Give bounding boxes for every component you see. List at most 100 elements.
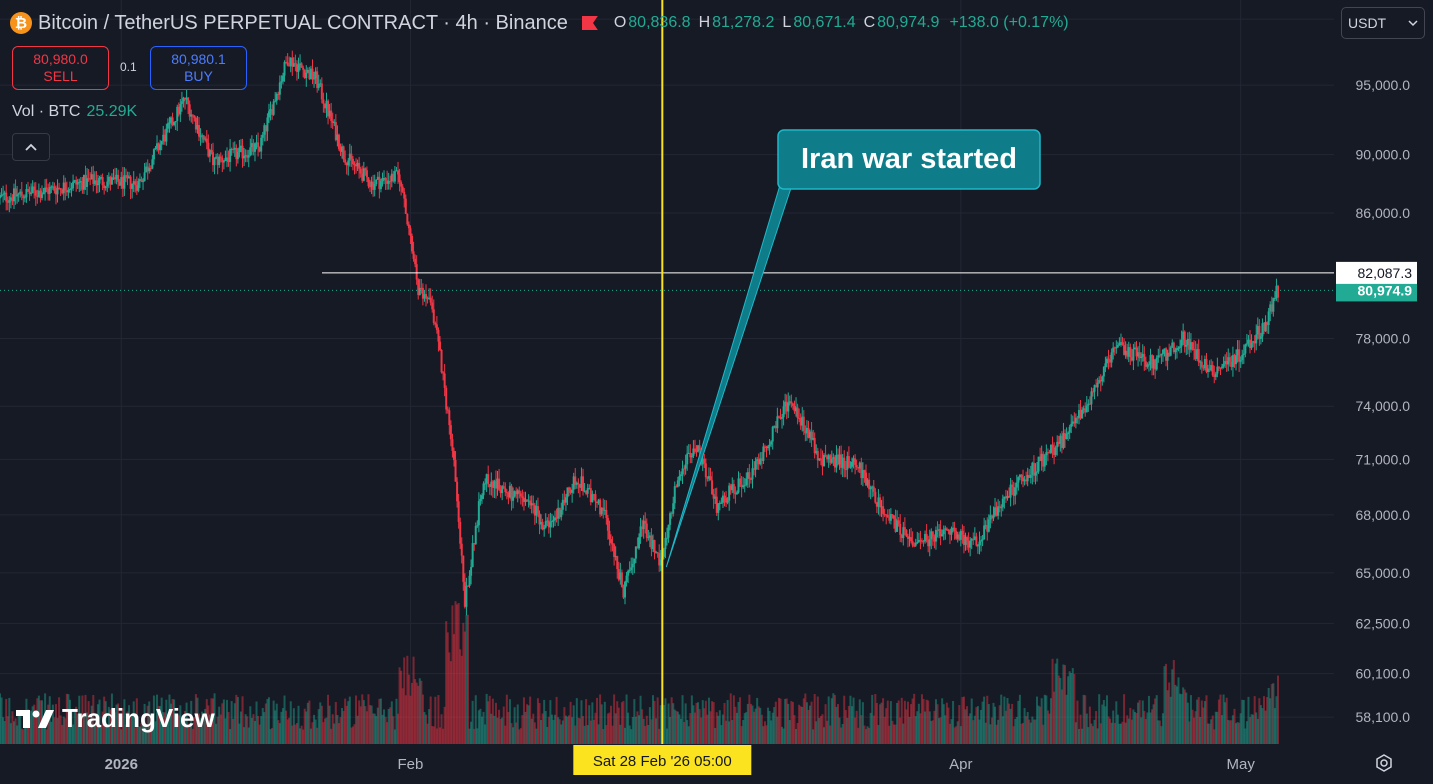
- candle-body: [1036, 471, 1039, 473]
- candle-body: [67, 189, 70, 193]
- candle-body: [1155, 357, 1158, 370]
- flag-icon[interactable]: [581, 16, 598, 30]
- volume-bar: [418, 678, 421, 744]
- collapse-legend-button[interactable]: [12, 133, 50, 161]
- candle-body: [533, 505, 536, 516]
- candle-body: [246, 155, 249, 158]
- candle-body: [281, 75, 284, 82]
- volume-bar: [1098, 694, 1101, 744]
- candle-body: [215, 156, 218, 158]
- candle-body: [673, 486, 676, 504]
- volume-bar: [348, 696, 351, 744]
- candle-body: [731, 483, 734, 491]
- price-tick-label: 65,000.0: [1356, 565, 1411, 581]
- volume-bar: [1081, 728, 1084, 744]
- currency-select[interactable]: USDT: [1341, 7, 1425, 39]
- volume-bar: [166, 713, 169, 744]
- volume-bar: [972, 720, 975, 744]
- candle-body: [415, 264, 418, 280]
- candle-body: [706, 477, 709, 479]
- volume-bar: [558, 719, 561, 744]
- chevron-down-icon: [1408, 20, 1418, 27]
- candle-body: [679, 474, 682, 477]
- volume-bar: [1208, 723, 1211, 744]
- candle-body: [1160, 353, 1163, 356]
- candle-body: [387, 180, 390, 184]
- candle-body: [501, 486, 504, 494]
- candle-body: [835, 454, 838, 468]
- volume-bar: [126, 711, 129, 744]
- candle-body: [323, 103, 326, 109]
- volume-bar: [945, 702, 948, 744]
- volume-bar: [1062, 664, 1065, 744]
- volume-bar: [1110, 722, 1113, 744]
- volume-bar: [967, 716, 970, 744]
- volume-bar: [395, 698, 398, 744]
- volume-bar: [479, 708, 482, 744]
- volume-bar: [1057, 675, 1060, 744]
- candle-body: [557, 507, 560, 519]
- candle-body: [676, 480, 679, 487]
- volume-bar: [669, 717, 672, 744]
- price-axis[interactable]: 58,100.060,100.062,500.065,000.068,000.0…: [1336, 11, 1417, 725]
- candle-body: [860, 462, 863, 479]
- volume-bar: [777, 697, 780, 744]
- tradingview-logo[interactable]: TradingView: [16, 703, 215, 734]
- volume-bar: [1166, 690, 1169, 744]
- volume-bar: [236, 697, 239, 744]
- order-quantity[interactable]: 0.1: [120, 60, 137, 74]
- buy-button[interactable]: 80,980.1 BUY: [150, 46, 247, 90]
- candle-body: [232, 148, 235, 150]
- settings-icon[interactable]: [1374, 753, 1394, 779]
- candle-body: [151, 159, 154, 169]
- candle-body: [602, 507, 605, 511]
- candle-body: [182, 97, 185, 102]
- candle-body: [851, 461, 853, 467]
- last-price-badge: [1336, 279, 1417, 302]
- volume-bar: [12, 721, 15, 744]
- volume-bar: [550, 714, 553, 744]
- candle-body: [1112, 347, 1115, 353]
- volume-bar: [230, 701, 233, 744]
- candle-body: [165, 128, 168, 142]
- symbol-title[interactable]: Bitcoin / TetherUS PERPETUAL CONTRACT · …: [38, 11, 568, 34]
- candle-body: [1154, 359, 1157, 370]
- volume-bar: [1165, 663, 1168, 744]
- volume-bar: [1269, 698, 1272, 744]
- candle-body: [600, 507, 603, 515]
- candle-body: [1032, 462, 1035, 476]
- volume-bar: [665, 728, 668, 744]
- volume-bar: [924, 711, 927, 744]
- volume-bar: [983, 696, 986, 744]
- volume-bar: [95, 719, 98, 744]
- volume-bar: [470, 721, 473, 744]
- candle-body: [431, 302, 434, 310]
- sell-button[interactable]: 80,980.0 SELL: [12, 46, 109, 90]
- volume-bar: [323, 718, 326, 744]
- volume-bar: [246, 716, 249, 744]
- volume-bar: [414, 679, 417, 744]
- volume-bar: [950, 719, 953, 744]
- candle-body: [1138, 352, 1141, 359]
- candle-body: [1050, 444, 1053, 453]
- volume-bar: [482, 711, 485, 744]
- candle-body: [292, 63, 295, 67]
- candle-body: [653, 540, 656, 553]
- volume-bar: [762, 726, 765, 744]
- volume-bar: [372, 713, 375, 744]
- candle-body: [1256, 325, 1259, 335]
- candle-body: [538, 513, 541, 525]
- candle-body: [252, 143, 255, 152]
- low-value: 80,671.4: [793, 14, 856, 31]
- volume-bar: [709, 711, 712, 744]
- candle-body: [285, 61, 288, 63]
- candle-body: [1031, 462, 1034, 475]
- candle-body: [12, 188, 15, 202]
- volume-bar: [193, 717, 196, 744]
- volume-legend[interactable]: Vol · BTC 25.29K: [12, 103, 137, 121]
- candle-body: [297, 65, 300, 72]
- volume-bar: [592, 719, 595, 744]
- candle-body: [554, 517, 557, 521]
